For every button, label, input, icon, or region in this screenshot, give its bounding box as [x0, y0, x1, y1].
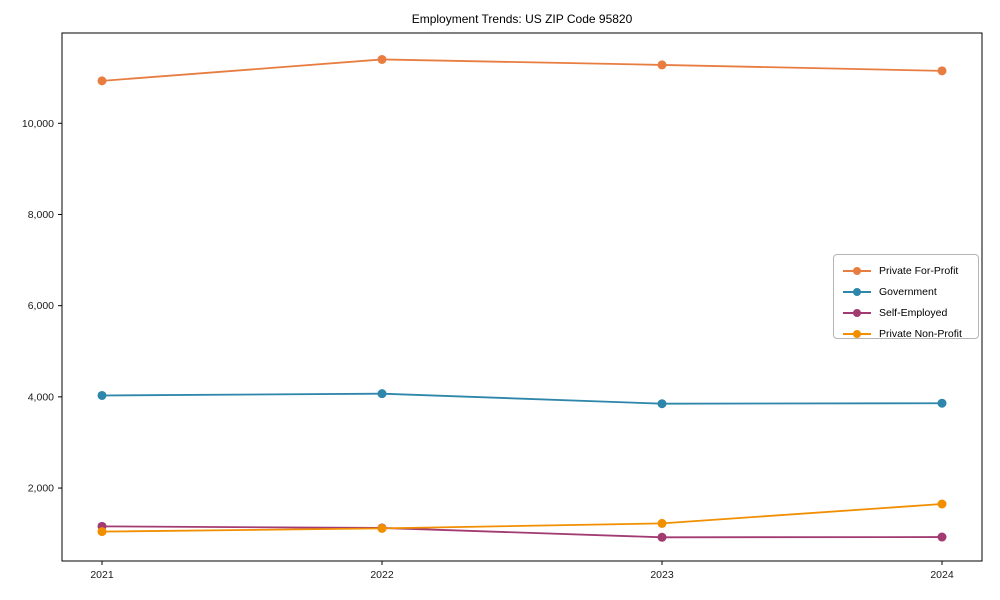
legend-item-self-employed: Self-Employed	[843, 302, 978, 323]
legend-line-marker-icon	[843, 266, 871, 275]
legend-item-private-non-profit: Private Non-Profit	[843, 323, 978, 344]
point-private-for-profit-2023	[657, 60, 667, 70]
series-line-government	[101, 392, 943, 405]
legend-label-self-employed: Self-Employed	[879, 306, 948, 319]
legend-label-private-for-profit: Private For-Profit	[879, 264, 959, 277]
legend-item-government: Government	[843, 281, 978, 302]
y-tick-label: 2,000	[28, 483, 54, 495]
point-government-2021	[97, 390, 107, 400]
x-tick-label: 2023	[650, 569, 674, 581]
legend-label-government: Government	[879, 285, 937, 298]
legend-item-private-for-profit: Private For-Profit	[843, 260, 978, 281]
x-tick-label: 2022	[370, 569, 394, 581]
axes-border	[61, 32, 983, 562]
point-private-non-profit-2023	[657, 518, 667, 528]
point-private-non-profit-2021	[97, 527, 107, 537]
point-private-non-profit-2022	[377, 523, 387, 533]
series-line-private-non-profit	[101, 503, 943, 533]
point-self-employed-2023	[657, 532, 667, 542]
point-private-for-profit-2022	[377, 54, 387, 64]
point-private-non-profit-2024	[937, 499, 947, 509]
y-tick-label: 4,000	[28, 391, 54, 403]
x-tick-label: 2021	[90, 569, 114, 581]
point-self-employed-2024	[937, 532, 947, 542]
point-government-2022	[377, 389, 387, 399]
chart-title: Employment Trends: US ZIP Code 95820	[411, 12, 633, 26]
legend-label-private-non-profit: Private Non-Profit	[879, 327, 962, 340]
y-tick-label: 8,000	[28, 209, 54, 221]
x-tick-label: 2024	[930, 569, 954, 581]
point-government-2023	[657, 399, 667, 409]
legend-line-marker-icon	[843, 287, 871, 296]
y-tick-label: 6,000	[28, 300, 54, 312]
point-private-for-profit-2021	[97, 76, 107, 86]
legend: Private For-Profit Government Self-Emplo…	[833, 254, 979, 340]
legend-line-marker-icon	[843, 329, 871, 338]
series-line-self-employed	[101, 525, 943, 539]
series-line-private-for-profit	[101, 58, 943, 82]
point-private-for-profit-2024	[937, 66, 947, 76]
y-tick-label: 10,000	[22, 118, 54, 130]
legend-line-marker-icon	[843, 308, 871, 317]
point-government-2024	[937, 398, 947, 408]
